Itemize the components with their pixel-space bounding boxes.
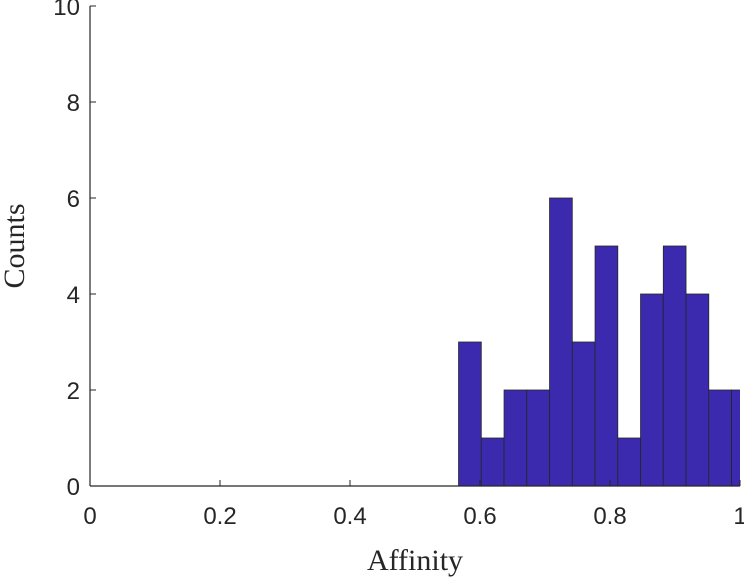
y-tick-label: 2 [67, 378, 80, 405]
bar [617, 437, 641, 486]
bar [685, 293, 710, 486]
bar [571, 341, 596, 486]
bar [708, 389, 732, 486]
bars [458, 197, 740, 486]
bar [640, 293, 664, 486]
y-tick-label: 10 [53, 0, 80, 21]
y-tick-label: 4 [67, 282, 80, 309]
bar [503, 389, 528, 486]
y-tick-label: 6 [67, 186, 80, 213]
x-tick-label: 0.4 [333, 503, 366, 530]
x-tick-label: 0 [83, 503, 96, 530]
bar [480, 437, 505, 486]
bar [549, 197, 573, 486]
y-tick-label: 8 [67, 90, 80, 117]
bar [662, 245, 687, 486]
x-tick-label: 0.8 [593, 503, 626, 530]
bar [594, 245, 619, 486]
bar [731, 389, 740, 486]
x-tick-label: 0.2 [203, 503, 236, 530]
bar [458, 341, 482, 486]
x-tick-label: 0.6 [463, 503, 496, 530]
y-axis-label: Counts [0, 203, 31, 288]
x-tick-label: 1 [733, 503, 744, 530]
bar [526, 389, 550, 486]
x-axis-label: Affinity [367, 544, 463, 577]
y-tick-label: 0 [67, 474, 80, 501]
